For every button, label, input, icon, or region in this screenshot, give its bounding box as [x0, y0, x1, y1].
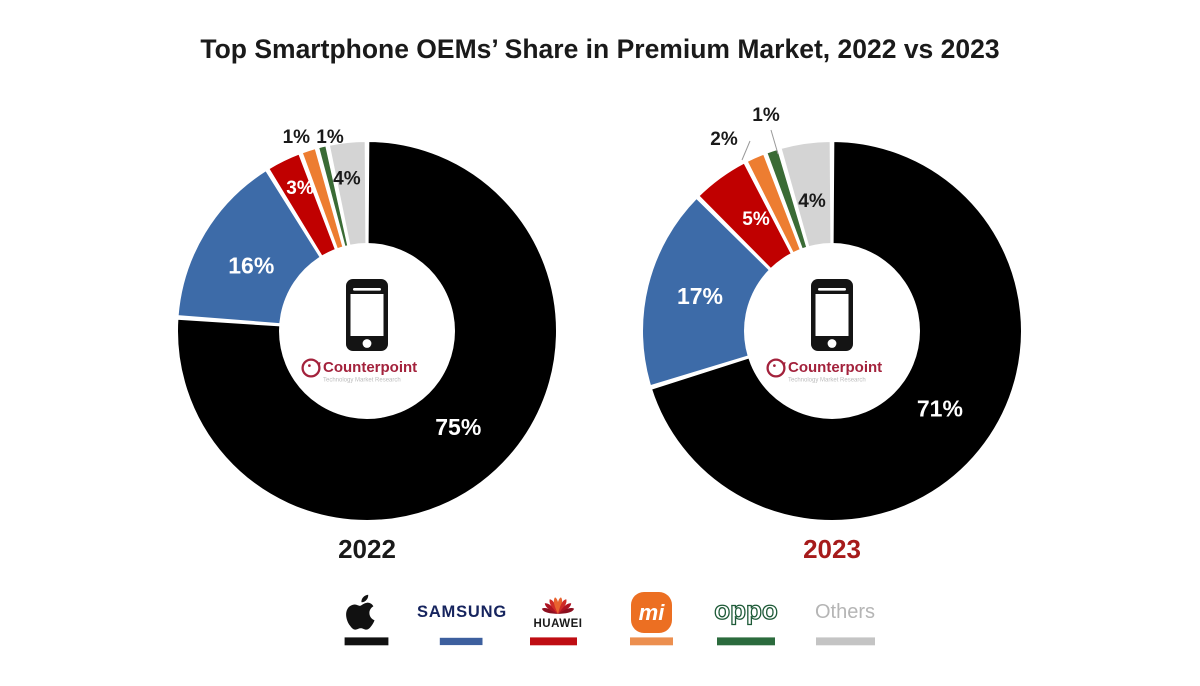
svg-text:mi: mi — [639, 600, 666, 625]
svg-text:SAMSUNG: SAMSUNG — [417, 603, 507, 621]
svg-text:Others: Others — [815, 601, 875, 623]
svg-text:oppo: oppo — [714, 595, 778, 625]
svg-text:HUAWEI: HUAWEI — [534, 618, 583, 630]
